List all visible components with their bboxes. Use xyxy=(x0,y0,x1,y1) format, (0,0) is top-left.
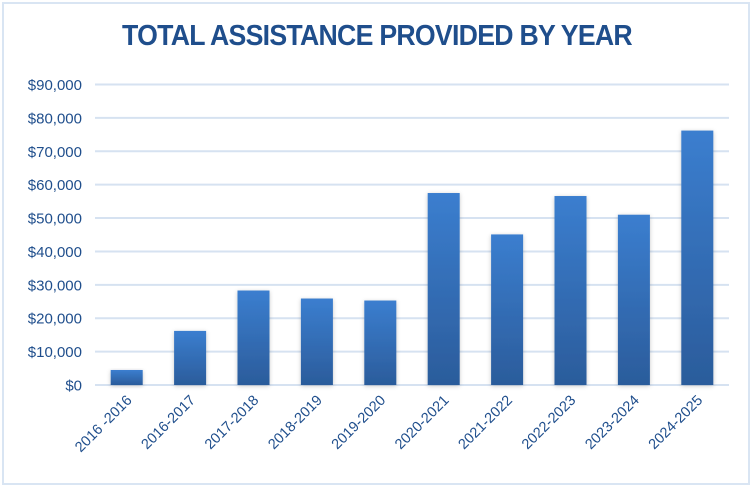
y-tick-label: $40,000 xyxy=(28,244,82,261)
bar-2017-2018 xyxy=(237,290,270,385)
x-tick-label: 2021-2022 xyxy=(456,393,516,453)
y-tick-label: $60,000 xyxy=(28,177,82,194)
x-tick-label: 2016-2017 xyxy=(139,393,199,453)
x-axis: 2016 -2016 2016-2017 2017-2018 2018-2019 201… xyxy=(72,393,706,456)
y-tick-label: $80,000 xyxy=(28,110,82,127)
x-tick-label: 2020-2021 xyxy=(392,393,452,453)
y-tick-label: $50,000 xyxy=(28,211,82,228)
x-tick-label: 2024-2025 xyxy=(646,393,706,453)
bar-2016-2017 xyxy=(174,330,207,385)
x-tick-label: 2016 -2016 xyxy=(72,393,135,456)
y-tick-label: $90,000 xyxy=(28,77,82,94)
bar-2019-2020 xyxy=(364,300,397,385)
y-tick-label: $20,000 xyxy=(28,311,82,328)
bar-2024-2025 xyxy=(681,130,714,385)
bar-2018-2019 xyxy=(300,298,333,385)
chart-title: TOTAL ASSISTANCE PROVIDED BY YEAR xyxy=(122,20,633,52)
x-tick-label: 2022-2023 xyxy=(519,393,579,453)
bar-2023-2024 xyxy=(617,214,650,385)
bars xyxy=(110,130,714,385)
bar-2021-2022 xyxy=(491,234,524,385)
bar-2016-2016 xyxy=(110,369,143,385)
x-tick-label: 2018-2019 xyxy=(265,393,325,453)
bar-2022-2023 xyxy=(554,196,587,385)
y-tick-label: $0 xyxy=(65,378,82,395)
bar-2020-2021 xyxy=(427,193,460,385)
y-tick-label: $70,000 xyxy=(28,144,82,161)
x-tick-label: 2019-2020 xyxy=(329,393,389,453)
y-tick-label: $30,000 xyxy=(28,277,82,294)
x-tick-label: 2023-2024 xyxy=(582,393,642,453)
y-axis: $0 $10,000 $20,000 $30,000 $40,000 $50,000 $60… xyxy=(28,77,82,395)
x-tick-label: 2017-2018 xyxy=(202,393,262,453)
y-tick-label: $10,000 xyxy=(28,344,82,361)
